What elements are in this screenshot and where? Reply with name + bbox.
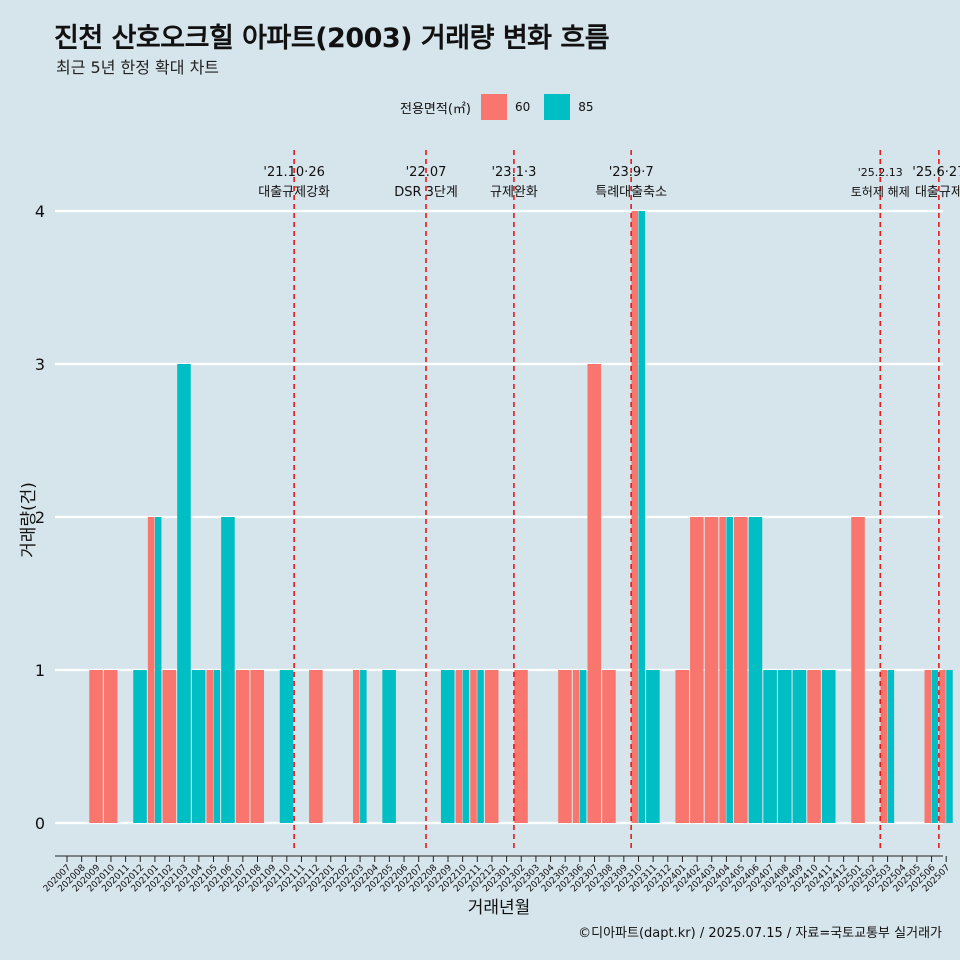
bar-60-202401 (675, 670, 689, 823)
bar-85-202205 (382, 670, 396, 823)
bar-60-202308 (602, 670, 616, 823)
bar-85-202506 (931, 670, 939, 823)
bar-85-202406 (748, 517, 763, 823)
bar-60-202404 (719, 517, 726, 823)
bar-60-202211 (470, 670, 477, 823)
event-date-label: '22.07 (406, 165, 447, 180)
legend-title: 전용면적(㎡) (400, 101, 471, 117)
bar-85-202407 (763, 670, 777, 823)
bar-85-202211 (477, 670, 484, 823)
bar-60-202402 (690, 517, 704, 823)
y-tick-label: 2 (35, 508, 45, 527)
legend-swatch-85 (544, 94, 571, 120)
bar-85-202012 (133, 670, 147, 823)
event-name-label: 토허제 해제 (851, 185, 910, 199)
bar-60-202306 (572, 670, 580, 823)
bar-85-202209 (440, 670, 455, 823)
bar-60-202212 (484, 670, 499, 823)
event-date-label: '23.1·3 (491, 165, 536, 180)
bar-85-202306 (579, 670, 587, 823)
bar-85-202503 (887, 670, 895, 823)
x-axis-title: 거래년월 (468, 898, 531, 918)
bar-60-202503 (880, 670, 888, 823)
event-date-label: '23.9·7 (609, 165, 654, 180)
event-name-label: DSR 3단계 (394, 185, 458, 200)
event-name-label: 대출규제강화 (258, 185, 330, 200)
bar-85-202411 (821, 670, 836, 823)
y-tick-label: 3 (35, 355, 45, 374)
bar-85-202507 (946, 670, 953, 823)
legend-label-60: 60 (514, 100, 531, 114)
bar-85-202404 (726, 517, 733, 823)
bar-85-202104 (191, 670, 206, 823)
bar-60-202506 (924, 670, 932, 823)
bar-85-202408 (777, 670, 792, 823)
bar-60-202410 (807, 670, 821, 823)
bar-85-202311 (646, 670, 660, 823)
chart-subtitle: 최근 5년 한정 확대 차트 (56, 58, 220, 77)
bar-60-202107 (235, 670, 250, 823)
y-tick-label: 1 (35, 661, 45, 680)
chart-title: 진천 산호오크힐 아파트(2003) 거래량 변화 흐름 (54, 23, 610, 54)
bar-60-202010 (103, 670, 118, 823)
bar-60-202105 (206, 670, 214, 823)
bar-60-202203 (353, 670, 360, 823)
legend-swatch-60 (480, 94, 507, 120)
legend-label-85: 85 (578, 100, 594, 114)
event-date-label: '21.10·26 (263, 165, 324, 180)
legend: 전용면적(㎡) 60 85 (400, 94, 608, 120)
bar-85-202106 (221, 517, 235, 823)
bar-60-202101 (147, 517, 155, 823)
bar-85-202409 (792, 670, 807, 823)
bar-85-202210 (462, 670, 470, 823)
chart-caption: ©디아파트(dapt.kr) / 2025.07.15 / 자료=국토교통부 실… (578, 926, 942, 941)
bar-60-202112 (309, 670, 323, 823)
y-tick-label: 4 (35, 202, 45, 221)
event-date-label: '25.2.13 (858, 166, 903, 179)
bar-60-202305 (558, 670, 572, 823)
bar-60-202009 (89, 670, 103, 823)
bar-85-202103 (177, 364, 191, 823)
y-tick-label: 0 (35, 814, 45, 833)
event-name-label: 특례대출축소 (595, 185, 667, 200)
bar-85-202110 (279, 670, 294, 823)
bar-60-202108 (250, 670, 265, 823)
bar-60-202210 (455, 670, 463, 823)
bar-60-202501 (851, 517, 865, 823)
bar-60-202302 (514, 670, 528, 823)
bar-85-202310 (638, 211, 646, 823)
event-date-label: '25.6·27 (912, 165, 960, 180)
bar-60-202307 (587, 364, 602, 823)
bar-60-202507 (939, 670, 946, 823)
event-name-label: 규제완화 (490, 185, 538, 200)
bar-85-202105 (213, 670, 221, 823)
bar-60-202310 (631, 211, 638, 823)
bar-85-202203 (360, 670, 367, 823)
event-name-label: 대출규제 (915, 185, 960, 200)
y-axis-title: 거래량(건) (19, 482, 39, 558)
bar-60-202405 (734, 517, 748, 823)
bar-60-202102 (162, 670, 177, 823)
bar-60-202403 (704, 517, 719, 823)
bar-85-202101 (154, 517, 162, 823)
